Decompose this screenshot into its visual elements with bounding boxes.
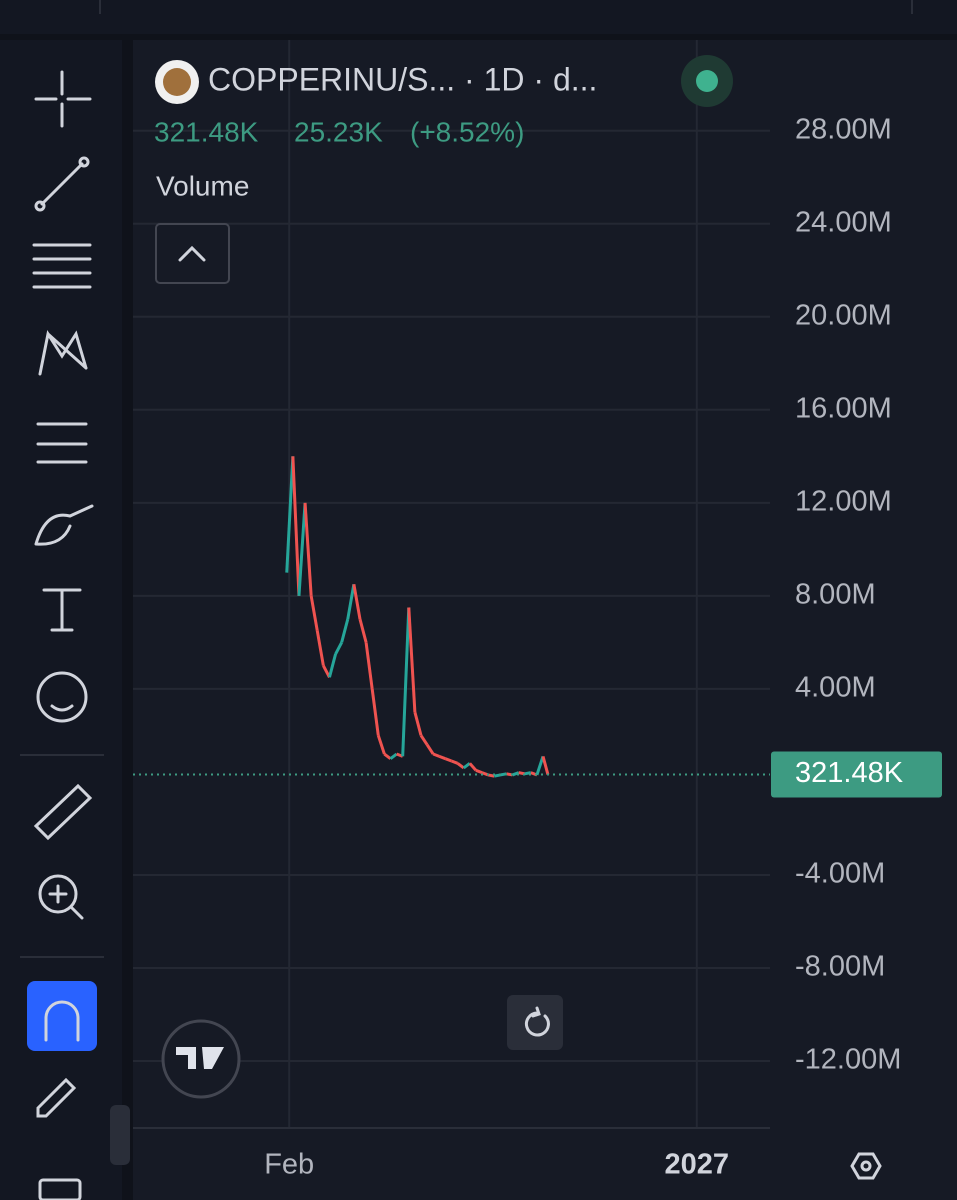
price-segment (438, 754, 446, 761)
price-segment (291, 456, 301, 596)
market-status-dot (696, 70, 718, 92)
price-label-box (771, 751, 942, 798)
price-segment (450, 759, 459, 765)
zoom-icon (48, 884, 84, 920)
ruler-tool[interactable] (33, 783, 93, 841)
zoom-tool[interactable] (38, 874, 78, 914)
price-segment (487, 773, 495, 778)
y-tick-label: 4.00M (795, 672, 876, 704)
indicator-name: Volume (156, 170, 249, 201)
price-segment (334, 641, 344, 655)
y-tick-label: -12.00M (795, 1044, 901, 1076)
price-segment (432, 752, 440, 758)
price-segment (524, 771, 532, 776)
plot: 28.00M 24.00M 20.00M 16.00M 12.00M 8.00M 4.00M… (133, 40, 942, 1181)
y-tick-label: 8.00M (795, 579, 876, 611)
price-segment (462, 762, 471, 770)
price-segment (328, 653, 338, 678)
reset-icon (524, 1006, 550, 1037)
crosshair-tool[interactable] (34, 70, 92, 128)
price-segment (456, 762, 465, 770)
price-segment (383, 752, 392, 760)
price-segment (407, 607, 417, 713)
price-segment (303, 502, 313, 596)
price-segment (468, 762, 478, 772)
price-segment (297, 502, 307, 596)
symbol-logo-image (163, 68, 191, 96)
price-segment (346, 583, 356, 620)
emoji-tool[interactable] (36, 671, 88, 723)
tools[interactable] (20, 70, 130, 1200)
y-tick-label: -4.00M (795, 858, 885, 890)
line-tool[interactable] (40, 162, 84, 206)
top-bar (0, 0, 957, 34)
price-segment (444, 757, 453, 763)
y-tick-label: 12.00M (795, 485, 892, 517)
settings[interactable] (850, 1152, 882, 1180)
price-segment (358, 618, 368, 643)
symbol-title[interactable]: COPPERINU/S... · 1D · d... (208, 61, 597, 97)
magnet-icon (44, 1000, 80, 1042)
settings-center (860, 1160, 872, 1172)
price-segment (413, 711, 423, 736)
price-segment (370, 688, 380, 736)
line-tool-dot (78, 156, 90, 168)
price-segment (475, 768, 483, 775)
magnet-tool[interactable] (27, 981, 97, 1051)
change-value: 25.23K (294, 116, 383, 147)
price-segment (315, 630, 325, 666)
price-segment (389, 752, 398, 760)
lock-drawing-tool[interactable] (36, 1077, 77, 1118)
y-tick-label: 28.00M (795, 113, 892, 145)
y-tick-label: 16.00M (795, 392, 892, 424)
price-segment (285, 456, 295, 573)
price-segment (340, 618, 350, 643)
price-segment (425, 743, 435, 755)
price-segment (535, 755, 545, 776)
tradingview-logo[interactable] (161, 1019, 241, 1099)
logo-mark (176, 1047, 224, 1069)
x-tick-label: Feb (264, 1149, 314, 1181)
chevron-up (178, 245, 206, 262)
price-segment (511, 771, 520, 777)
line-tool-dot (34, 200, 46, 212)
price-segment (364, 642, 374, 690)
change-percent: (+8.52%) (410, 116, 524, 147)
brush-tool[interactable] (34, 504, 94, 546)
reset-chart[interactable] (507, 995, 563, 1050)
last-value: 321.48K (154, 116, 259, 147)
price-segment (419, 734, 429, 746)
price-segment (376, 734, 386, 755)
lock-tool[interactable] (38, 1178, 82, 1200)
price-segment (401, 607, 411, 757)
pattern-tool[interactable] (38, 330, 88, 376)
x-tick-label: 2027 (665, 1149, 730, 1181)
prediction-tool[interactable] (36, 422, 88, 464)
text-tool[interactable] (42, 588, 82, 632)
fib-tool[interactable] (32, 243, 92, 289)
y-tick-label: -8.00M (795, 951, 885, 983)
price-label: 321.48K (795, 757, 904, 789)
y-tick-label: 20.00M (795, 299, 892, 331)
collapse-legend[interactable] (155, 223, 230, 284)
price-segment (541, 755, 550, 775)
emoji-smile (50, 704, 74, 712)
price-segment (352, 583, 362, 620)
price-segment (309, 595, 319, 632)
collapse-toolbar[interactable] (110, 1105, 130, 1165)
y-tick-label: 24.00M (795, 206, 892, 238)
